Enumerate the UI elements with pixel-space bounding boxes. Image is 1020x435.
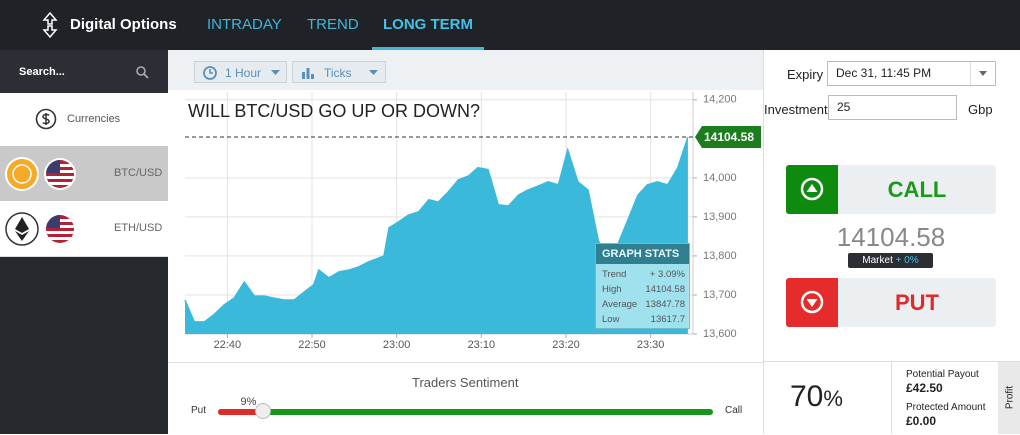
x-tick-label: 22:50 <box>298 339 326 351</box>
y-tick-label: 14,200 <box>703 94 737 106</box>
asset-icons <box>5 157 76 191</box>
stat-row: High 14104.58 <box>602 282 685 297</box>
investment-input[interactable]: 25 <box>828 95 957 120</box>
interval-dropdown[interactable]: 1 Hour <box>194 61 287 83</box>
price-tag-label: 14104.58 <box>704 130 754 144</box>
asset-icons <box>5 212 76 246</box>
market-label: Market <box>862 255 893 266</box>
price-tag <box>695 126 761 149</box>
put-percent: 9% <box>240 396 257 408</box>
expiry-value: Dec 31, 11:45 PM <box>836 66 932 80</box>
interval-label: 1 Hour <box>225 66 262 80</box>
caret <box>970 62 987 85</box>
sentiment-knob[interactable] <box>254 403 271 419</box>
caret <box>271 70 280 75</box>
area-fill <box>185 137 688 334</box>
stat-row: Trend + 3.09% <box>602 267 685 282</box>
clock-icon <box>203 66 217 80</box>
x-tick-label: 23:30 <box>637 339 665 351</box>
sentiment-put-bar <box>218 409 263 415</box>
put-label: PUT <box>895 290 939 315</box>
put-button[interactable]: PUT <box>786 278 996 327</box>
caret <box>369 70 378 75</box>
tab[interactable]: INTRADAY <box>207 16 282 33</box>
stat-label: Low <box>602 314 620 325</box>
expiry-select[interactable]: Dec 31, 11:45 PM <box>827 61 996 86</box>
graph-stats: GRAPH STATS Trend + 3.09% High 14104.58 Aver… <box>595 243 690 329</box>
expiry-label: Expiry <box>787 67 824 82</box>
search-placeholder: Search... <box>19 66 65 78</box>
potential-value: £42.50 <box>906 381 943 395</box>
logo-icon <box>42 12 58 38</box>
market-change: + 0% <box>895 255 919 266</box>
search-box[interactable]: Search... <box>0 50 168 94</box>
put-label: Put <box>191 405 207 416</box>
currency-label: Gbp <box>968 102 993 117</box>
stat-value: 13617.7 <box>650 314 685 325</box>
x-tick-label: 22:40 <box>214 339 242 351</box>
payout-percent: 70% <box>790 380 843 414</box>
protected-value: £0.00 <box>906 414 937 428</box>
style-dropdown[interactable]: Ticks <box>292 61 386 83</box>
sentiment-panel <box>168 362 763 435</box>
asset-row[interactable]: ETH/USD <box>0 201 168 257</box>
search-icon <box>136 66 149 79</box>
dollar-icon <box>35 108 57 130</box>
price-chart: 13,600 13,700 13,800 13,900 14,000 14,200 22:4… <box>184 92 761 351</box>
asset-label: BTC/USD <box>114 167 163 179</box>
bars-icon <box>302 68 314 79</box>
asset-label: ETH/USD <box>114 222 163 234</box>
up-icon <box>800 177 824 201</box>
graph-stats-title: GRAPH STATS <box>596 244 689 264</box>
sentiment-call-bar <box>218 409 713 415</box>
call-button[interactable]: CALL <box>786 165 996 214</box>
style-label: Ticks <box>324 66 352 80</box>
protected-label: Protected Amount <box>906 402 986 413</box>
stat-value: 14104.58 <box>645 284 685 295</box>
stat-value: + 3.09% <box>649 269 685 280</box>
divider <box>763 361 1020 362</box>
stat-label: Trend <box>602 269 627 280</box>
sentiment-title: Traders Sentiment <box>412 375 519 390</box>
brand: Digital Options <box>70 16 177 33</box>
stat-label: Average <box>602 299 638 310</box>
y-tick-label: 13,700 <box>703 289 737 301</box>
current-price: 14104.58 <box>836 222 946 252</box>
potential-label: Potential Payout <box>906 369 979 380</box>
profit-strip: Profit <box>998 362 1020 434</box>
divider <box>891 362 892 434</box>
down-icon <box>800 290 824 314</box>
call-label: CALL <box>887 177 947 202</box>
chart-title: WILL BTC/USD GO UP OR DOWN? <box>188 101 480 121</box>
category-row[interactable]: Currencies <box>0 93 168 147</box>
y-tick-label: 14,000 <box>703 172 737 184</box>
header <box>0 0 1020 50</box>
y-tick-label: 13,600 <box>703 328 737 340</box>
call-label: Call <box>725 405 743 416</box>
x-tick-label: 23:10 <box>468 339 496 351</box>
asset-row[interactable]: BTC/USD <box>0 146 168 202</box>
stat-value: 13847.78 <box>645 299 685 310</box>
category-label: Currencies <box>67 113 121 125</box>
stat-row: Average 13847.78 <box>602 297 685 312</box>
stat-row: Low 13617.7 <box>602 312 685 327</box>
tab-underline <box>372 47 484 50</box>
tab[interactable]: TREND <box>307 16 359 33</box>
x-tick-label: 23:20 <box>552 339 580 351</box>
stat-label: High <box>602 284 622 295</box>
payout-unit: % <box>823 386 843 411</box>
tab[interactable]: LONG TERM <box>383 16 473 33</box>
payout-value: 70 <box>790 380 824 413</box>
y-tick-label: 13,900 <box>703 211 737 223</box>
y-tick-label: 13,800 <box>703 250 737 262</box>
market-badge: Market + 0% <box>848 253 933 268</box>
investment-label: Investment <box>764 102 828 117</box>
x-tick-label: 23:00 <box>383 339 411 351</box>
profit-label: Profit <box>1004 385 1016 410</box>
